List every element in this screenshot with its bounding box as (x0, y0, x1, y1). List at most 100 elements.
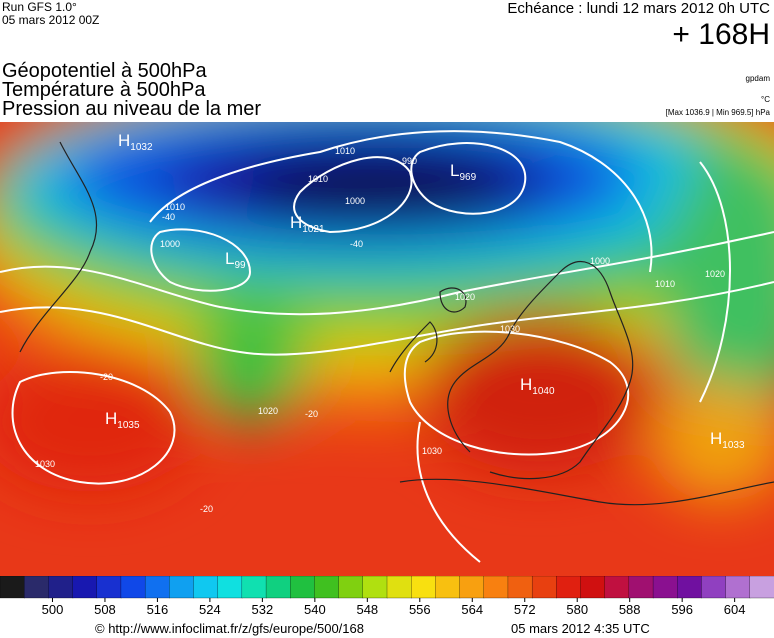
colorbar-swatch (628, 576, 654, 599)
center-kind: H (520, 375, 532, 394)
contour-label: -40 (350, 239, 363, 249)
valid-time: Echéance : lundi 12 mars 2012 0h UTC (507, 0, 770, 17)
colorbar-swatch (338, 576, 364, 599)
colorbar-tick-label: 580 (566, 602, 588, 617)
colorbar-swatch (217, 576, 243, 599)
colorbar-swatch (0, 576, 25, 599)
colorbar-tick-label: 596 (671, 602, 693, 617)
colorbar-swatch (362, 576, 388, 599)
colorbar-tick-label: 524 (199, 602, 221, 617)
coastlines (19, 141, 774, 506)
colorbar-swatch (725, 576, 751, 599)
center-value: 1035 (117, 420, 140, 431)
colorbar-tick-label: 588 (619, 602, 641, 617)
center-kind: L (450, 161, 459, 180)
colorbar-swatch (580, 576, 606, 599)
contour-label: 1010 (655, 279, 675, 289)
contour-label: 1030 (422, 446, 442, 456)
contour-label: 1020 (258, 406, 278, 416)
colorbar-swatch (48, 576, 74, 599)
colorbar-swatch (144, 576, 170, 599)
contour-label: -40 (162, 212, 175, 222)
colorbar-tick-label: 604 (724, 602, 746, 617)
contour-label: 1010 (165, 202, 185, 212)
colorbar-swatch (72, 576, 98, 599)
colorbar-swatch (677, 576, 703, 599)
run: Run GFS 1.0° (2, 0, 77, 14)
contour-label: 1010 (308, 174, 328, 184)
source-url: © http://www.infoclimat.fr/z/gfs/europe/… (95, 621, 364, 636)
center-value: 99 (234, 260, 246, 271)
contour-label: -20 (100, 372, 113, 382)
contour-label: 1020 (455, 292, 475, 302)
center-value: 1032 (130, 142, 153, 153)
colorbar-swatch (265, 576, 291, 599)
center-kind: H (105, 409, 117, 428)
contour-label: 1000 (590, 256, 610, 266)
colorbar-swatch (24, 576, 50, 599)
colorbar-swatch (701, 576, 727, 599)
timestamp: 05 mars 2012 4:35 UTC (511, 621, 650, 636)
colorbar-swatch (314, 576, 340, 599)
colorbar-swatch (459, 576, 485, 599)
title-2: Température à 500hPa (2, 79, 206, 101)
contour-label: 1030 (500, 324, 520, 334)
contour-label: -20 (200, 504, 213, 514)
colorbar-swatch (193, 576, 219, 599)
contour-label: 1030 (35, 459, 55, 469)
center-kind: L (225, 249, 234, 268)
center-value: 1021 (302, 224, 325, 235)
colorbar-swatch (96, 576, 122, 599)
pressure-center: H1040 (520, 375, 555, 397)
center-kind: H (118, 131, 130, 150)
colorbar-swatch (507, 576, 533, 599)
title-1: Géopotentiel à 500hPa (2, 60, 207, 82)
colorbar-swatch (556, 576, 582, 599)
unit-temperature: °C (761, 95, 770, 104)
colorbar-swatch (386, 576, 412, 599)
colorbar-tick-label: 564 (461, 602, 483, 617)
colorbar-swatch (435, 576, 461, 599)
title-3: Pression au niveau de la mer (2, 98, 262, 120)
colorbar-tick-label: 572 (514, 602, 536, 617)
colorbar: 500 508 516 524 532 540 548 556 564 572 580 588 596 6… (0, 576, 774, 617)
center-value: 1033 (722, 440, 745, 451)
lead-time: + 168H (672, 18, 770, 51)
center-kind: H (710, 429, 722, 448)
colorbar-swatch (169, 576, 195, 599)
colorbar-swatch (483, 576, 509, 599)
colorbar-swatch (604, 576, 630, 599)
unit-geopotential: gpdam (745, 74, 770, 83)
contour-label: 1000 (160, 239, 180, 249)
colorbar-tick-label: 556 (409, 602, 431, 617)
colorbar-swatch (411, 576, 437, 599)
colorbar-swatch (290, 576, 316, 599)
unit-pressure: [Max 1036.9 | Min 969.5] hPa (665, 108, 770, 117)
contour-label: 1020 (705, 269, 725, 279)
colorbar-swatch (120, 576, 146, 599)
colorbar-tick-label: 516 (147, 602, 169, 617)
pressure-center: H1032 (118, 131, 153, 153)
pressure-center: L99 (225, 249, 246, 271)
colorbar-swatch (241, 576, 267, 599)
contour-label: 1000 (345, 196, 365, 206)
colorbar-tick-label: 532 (252, 602, 274, 617)
run-date: 05 mars 2012 00Z (2, 13, 100, 27)
colorbar-tick-label: 540 (304, 602, 326, 617)
pressure-center: H1033 (710, 429, 745, 451)
colorbar-swatch (531, 576, 557, 599)
pressure-center: L969 (450, 161, 477, 183)
colorbar-tick-label: 508 (94, 602, 116, 617)
colorbar-tick-label: 500 (42, 602, 64, 617)
center-kind: H (290, 213, 302, 232)
pressure-center: H1021 (290, 213, 325, 235)
contour-label: -20 (305, 409, 318, 419)
isobars (0, 130, 774, 563)
pressure-center: H1035 (105, 409, 140, 431)
colorbar-tick-label: 548 (356, 602, 378, 617)
colorbar-swatch (652, 576, 678, 599)
center-value: 969 (459, 172, 476, 183)
